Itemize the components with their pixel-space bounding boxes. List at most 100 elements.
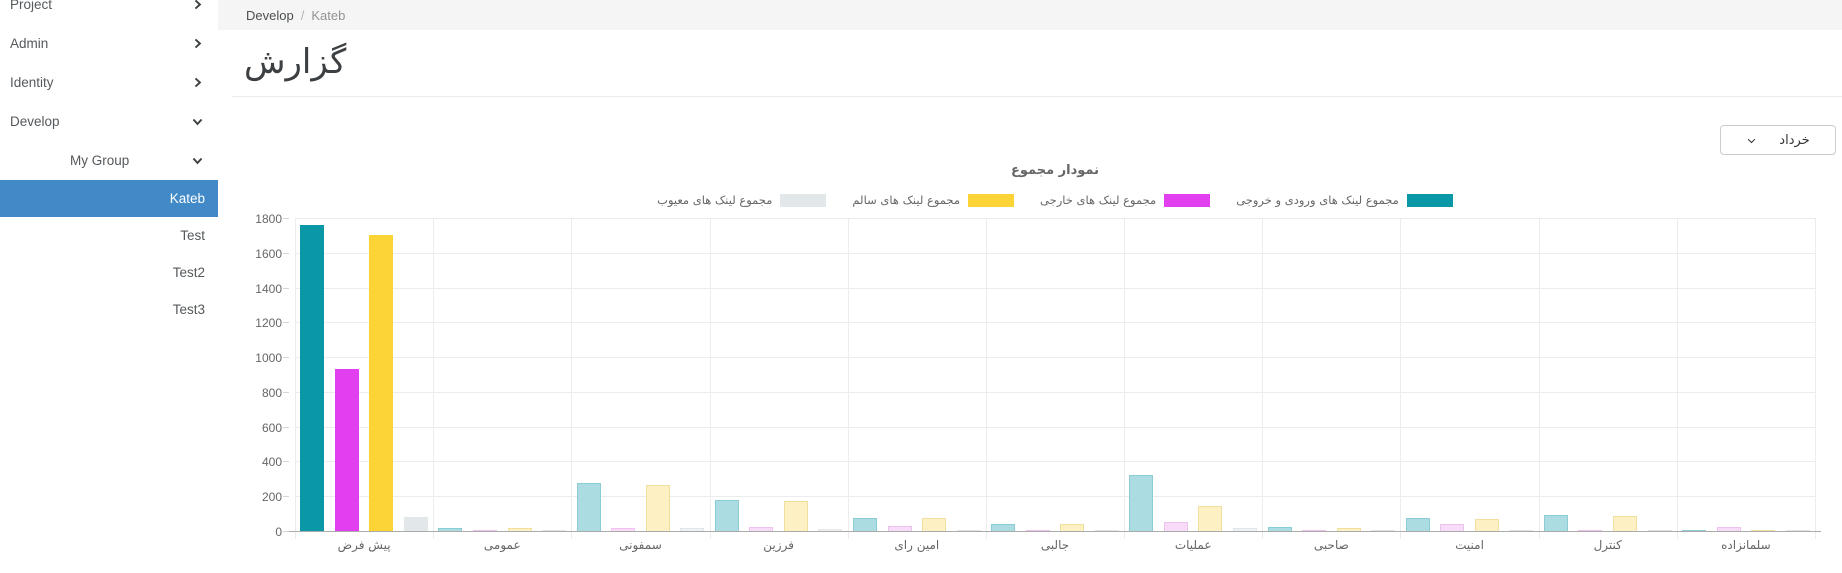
chevron-down-icon	[191, 154, 204, 167]
bar-series-3-cat-1	[542, 530, 566, 531]
gridline	[710, 218, 711, 539]
gridline	[295, 357, 1815, 359]
breadcrumb: Develop / Kateb	[218, 0, 1842, 30]
gridline	[295, 426, 1815, 428]
sidebar-nav: Project Admin Identity Develop	[0, 0, 218, 141]
y-axis-tick	[283, 426, 289, 428]
sidebar-subitem-test2[interactable]: Test2	[172, 265, 205, 280]
x-axis-category-label: امنیت	[1455, 538, 1484, 552]
gridline	[986, 218, 987, 539]
legend-swatch-icon	[968, 193, 1015, 207]
sidebar-subitem-test[interactable]: Test	[180, 228, 205, 243]
bar-series-2-cat-6	[1198, 506, 1222, 531]
chart-title: نمودار مجموع	[1010, 163, 1100, 178]
sidebar: Project Admin Identity Develop My Group Kat…	[0, 0, 218, 573]
sidebar-item-my-group[interactable]: My Group	[0, 141, 218, 180]
chart-plot-area: 0 200 400 600 800 1000 1200 1400 1600 1800 پیش فرض…	[255, 212, 1821, 552]
sidebar-item-identity[interactable]: Identity	[0, 63, 218, 102]
gridline	[295, 461, 1815, 463]
x-axis-category-label: سمفونی	[619, 538, 662, 552]
y-axis-tick-label: 1800	[255, 212, 282, 226]
x-axis-category-label: صاحبی	[1313, 538, 1349, 552]
sidebar-item-admin[interactable]: Admin	[0, 24, 218, 63]
bar-series-1-cat-7	[1302, 530, 1326, 531]
bar-series-3-cat-5	[1095, 530, 1119, 531]
bar-series-0-cat-1	[438, 528, 462, 531]
bar-series-0-cat-2	[577, 483, 601, 531]
gridline	[571, 218, 572, 539]
page-title: گزارش	[244, 42, 347, 82]
bar-series-2-cat-7	[1337, 528, 1361, 531]
sidebar-subitem-kateb[interactable]: Kateb	[0, 180, 218, 217]
sidebar-subnav: Kateb Test Test2 Test3	[0, 180, 218, 328]
y-axis-tick-label: 600	[261, 420, 282, 435]
bar-series-0-cat-8	[1406, 518, 1430, 531]
bar-series-1-cat-5	[1026, 530, 1050, 531]
gridline	[848, 218, 849, 539]
sidebar-group-label: My Group	[70, 153, 130, 168]
chevron-down-icon	[1746, 135, 1757, 146]
bar-series-0-cat-5	[991, 524, 1015, 531]
legend-label: مجموع لینک های معیوب	[657, 193, 773, 207]
bar-series-3-cat-10	[1786, 530, 1810, 531]
chevron-right-icon	[191, 37, 204, 50]
gridline	[1262, 218, 1263, 539]
x-axis-category-label: سلمانزاده	[1721, 538, 1771, 552]
legend-item-2[interactable]: مجموع لینک های سالم	[852, 193, 1015, 207]
bar-series-0-cat-9	[1544, 515, 1568, 531]
legend-swatch-icon	[780, 193, 827, 207]
gridline	[295, 218, 296, 539]
y-axis-tick-label: 1000	[255, 351, 282, 366]
divider	[232, 96, 1842, 97]
y-axis-tick	[283, 531, 289, 532]
breadcrumb-separator: /	[300, 7, 305, 23]
bar-series-0-cat-10	[1682, 530, 1706, 531]
legend-label: مجموع لینک های سالم	[852, 193, 961, 207]
y-axis-tick-label: 1200	[255, 316, 282, 331]
y-axis-tick-label: 0	[275, 525, 282, 539]
y-axis-tick-label: 200	[261, 490, 282, 505]
sidebar-item-label: Project	[10, 0, 53, 12]
chart-legend: مجموع لینک های ورودی و خروجی مجموع لینک ه…	[295, 193, 1815, 207]
gridline	[295, 252, 1815, 254]
y-axis-tick-label: 1600	[255, 246, 282, 261]
legend-item-0[interactable]: مجموع لینک های ورودی و خروجی	[1236, 193, 1453, 207]
y-axis-tick	[283, 322, 289, 324]
summary-chart: نمودار مجموع مجموع لینک های ورودی و خروج…	[232, 130, 1842, 565]
x-axis-category-label: کنترل	[1593, 538, 1622, 552]
y-axis-tick	[283, 461, 289, 463]
bar-series-2-cat-1	[508, 528, 532, 531]
breadcrumb-section[interactable]: Develop	[246, 7, 294, 23]
bar-series-3-cat-0	[404, 517, 428, 531]
bar-series-1-cat-0	[335, 369, 359, 531]
x-axis-category-label: عمومی	[483, 538, 521, 552]
bar-series-2-cat-5	[1060, 524, 1084, 531]
month-dropdown[interactable]: خرداد	[1720, 125, 1836, 155]
bar-series-2-cat-10	[1751, 530, 1775, 531]
bar-series-1-cat-6	[1164, 522, 1188, 531]
x-axis-category-label: امین رای	[894, 538, 940, 552]
x-axis-category-label: پیش فرض	[337, 538, 391, 552]
legend-label: مجموع لینک های خارجی	[1040, 193, 1157, 207]
bar-series-3-cat-2	[680, 528, 704, 531]
bar-series-2-cat-8	[1475, 519, 1499, 531]
y-axis-tick	[283, 357, 289, 359]
sidebar-item-project[interactable]: Project	[0, 0, 218, 24]
gridline	[295, 218, 1815, 219]
bar-series-3-cat-4	[957, 530, 981, 531]
legend-item-3[interactable]: مجموع لینک های معیوب	[657, 193, 827, 207]
bar-series-1-cat-9	[1578, 530, 1602, 531]
legend-item-1[interactable]: مجموع لینک های خارجی	[1040, 193, 1211, 207]
sidebar-group: My Group	[0, 141, 218, 180]
month-dropdown-value: خرداد	[1779, 132, 1810, 148]
x-axis-category-label: عملیات	[1174, 538, 1212, 552]
bar-series-2-cat-9	[1613, 516, 1637, 531]
bar-series-1-cat-4	[888, 526, 912, 531]
bar-series-2-cat-4	[922, 518, 946, 531]
sidebar-subitem-test3[interactable]: Test3	[172, 302, 205, 317]
sidebar-item-develop[interactable]: Develop	[0, 102, 218, 141]
bar-series-0-cat-3	[715, 500, 739, 531]
gridline	[295, 496, 1815, 498]
bar-series-3-cat-9	[1648, 530, 1672, 531]
y-axis-tick-label: 1400	[255, 281, 282, 296]
